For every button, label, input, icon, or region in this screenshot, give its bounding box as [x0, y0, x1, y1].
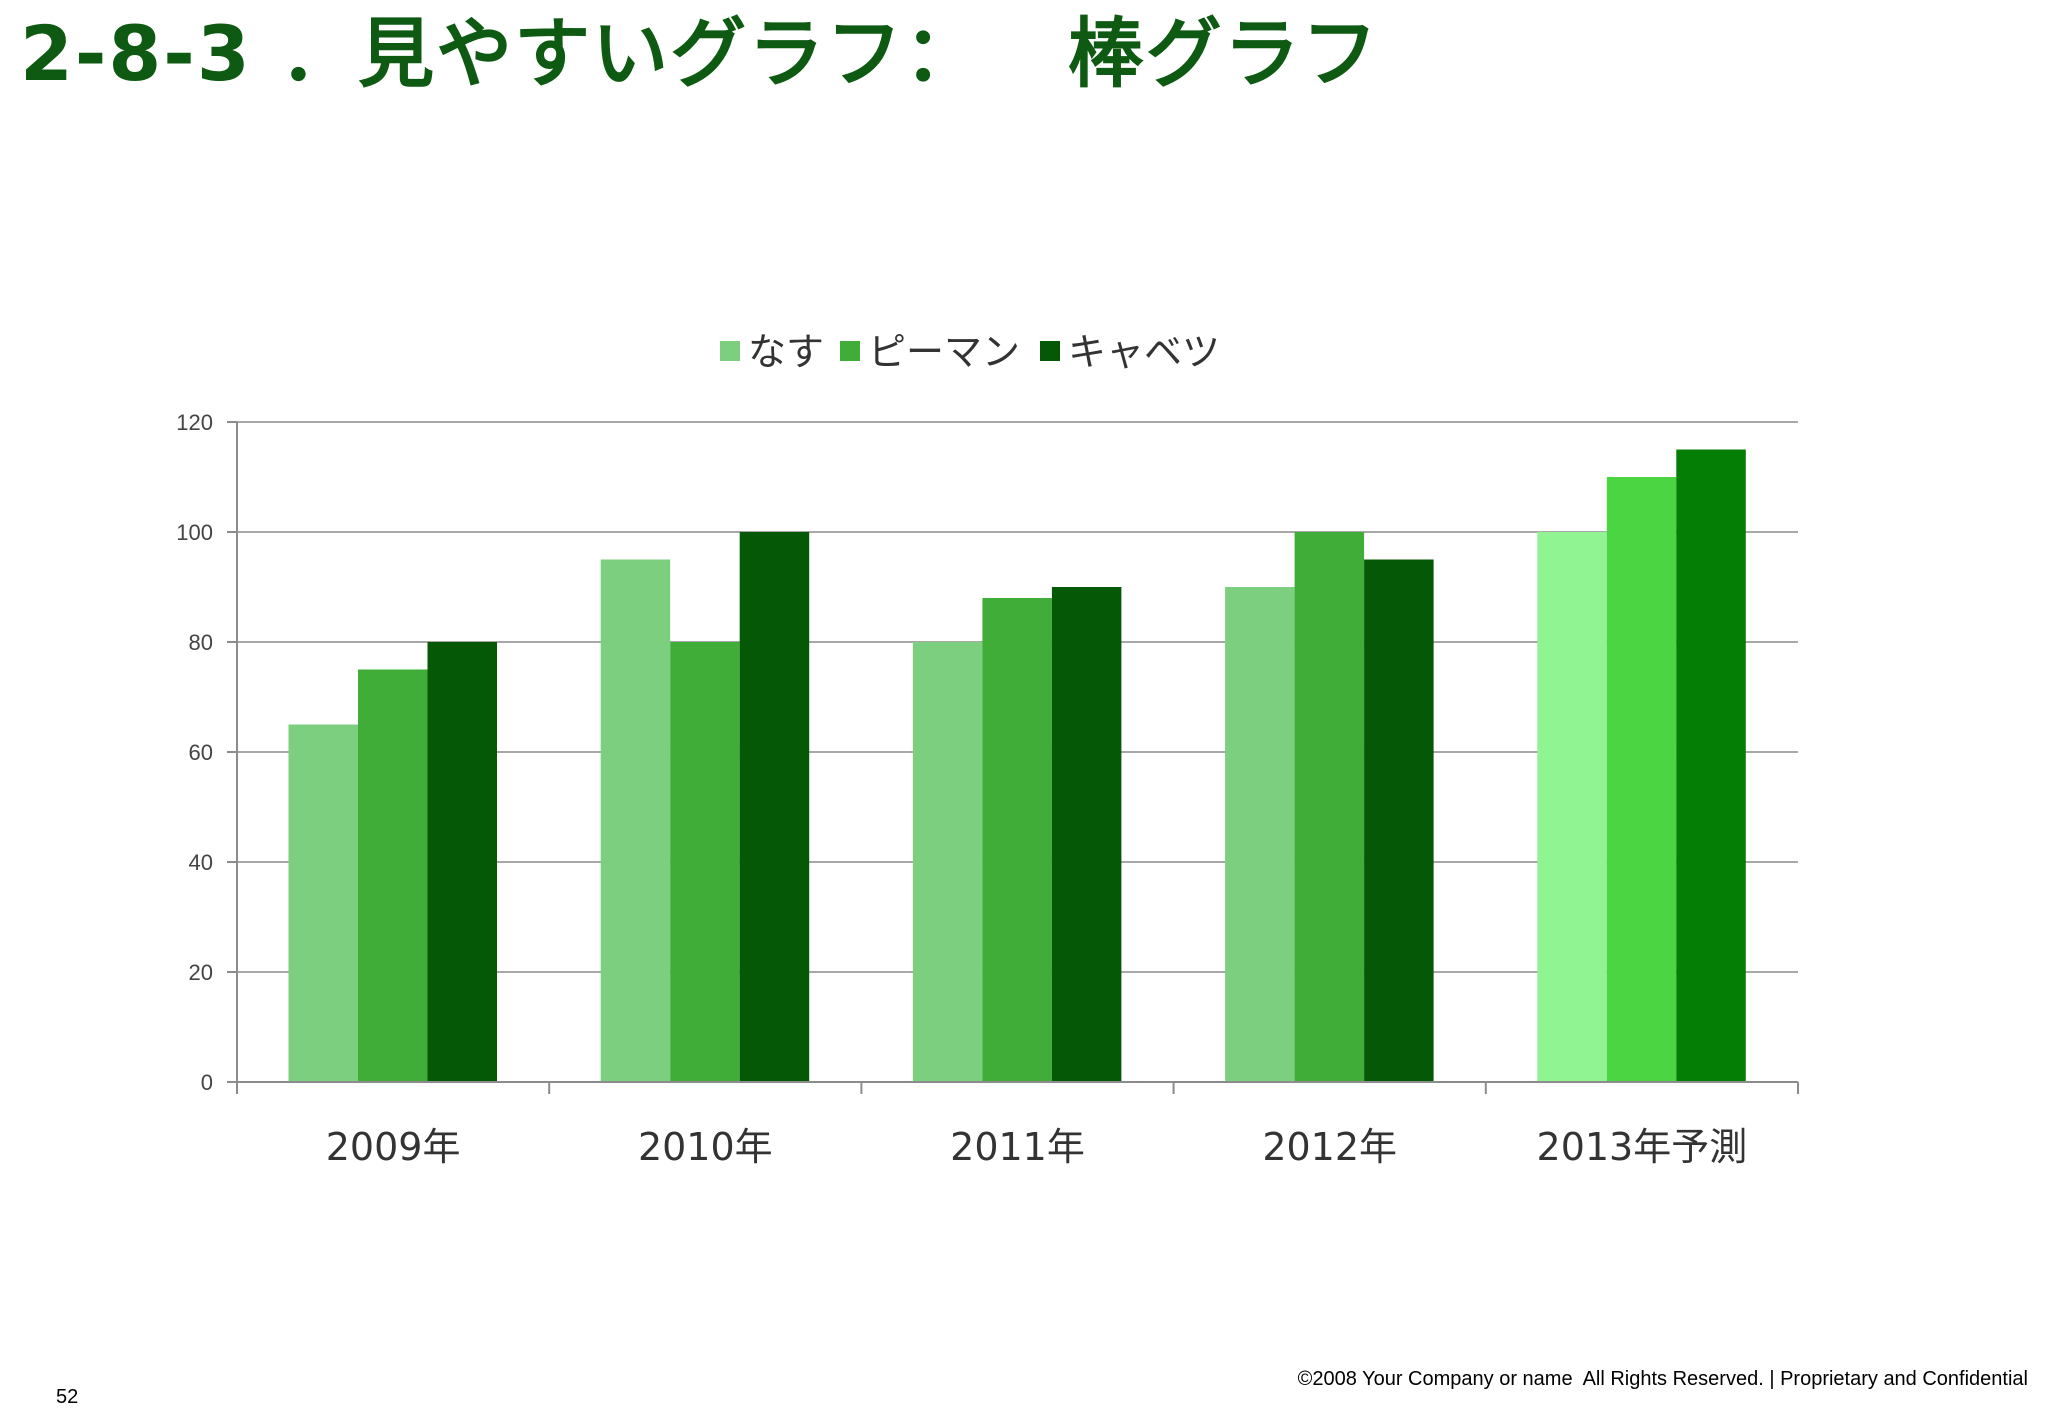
- bar: [1051, 587, 1122, 1082]
- bar: [1537, 532, 1607, 1082]
- x-tick-label: 2013年予測: [1537, 1125, 1748, 1169]
- legend-swatch: [720, 341, 740, 361]
- bar: [739, 532, 810, 1082]
- y-tick-label: 20: [189, 960, 213, 985]
- x-tick-label: 2010年: [638, 1125, 773, 1169]
- legend-label: なす: [748, 330, 824, 374]
- y-tick-label: 60: [189, 740, 213, 765]
- bar: [600, 559, 671, 1082]
- x-tick-label: 2009年: [326, 1125, 461, 1169]
- slide-title: 2-8-3 ．見やすいグラフ： 棒グラフ: [20, 9, 1380, 98]
- chart-legend: なす ピーマン キャベツ: [720, 330, 1220, 374]
- y-axis-ticks: 0 20 40 60 80 100 120: [176, 410, 213, 1095]
- bar: [1676, 449, 1746, 1082]
- legend-label: キャベツ: [1068, 330, 1220, 374]
- y-tick-label: 120: [176, 410, 213, 435]
- x-tick-label: 2012年: [1262, 1125, 1397, 1169]
- bar: [1364, 559, 1434, 1082]
- legend-swatch: [1040, 341, 1060, 361]
- bar: [982, 598, 1052, 1082]
- bar: [1606, 477, 1677, 1082]
- page-number: 52: [56, 1386, 79, 1408]
- chart-axes: [227, 421, 1799, 1094]
- copyright-footer: ©2008 Your Company or name All Rights Re…: [1297, 1368, 2028, 1390]
- bar: [1225, 587, 1295, 1082]
- y-tick-label: 0: [201, 1070, 213, 1095]
- chart-bars: [288, 449, 1746, 1082]
- y-tick-label: 40: [189, 850, 213, 875]
- bar: [427, 642, 497, 1082]
- bar: [358, 669, 428, 1082]
- bar: [912, 642, 983, 1082]
- y-tick-label: 80: [189, 630, 213, 655]
- bar: [670, 642, 740, 1082]
- legend-label: ピーマン: [868, 330, 1020, 374]
- legend-swatch: [840, 341, 860, 361]
- bar: [1294, 532, 1365, 1082]
- bar: [288, 724, 358, 1082]
- x-tick-label: 2011年: [950, 1125, 1085, 1169]
- y-tick-label: 100: [176, 520, 213, 545]
- x-axis-ticks: 2009年 2010年 2011年 2012年 2013年予測: [326, 1125, 1748, 1169]
